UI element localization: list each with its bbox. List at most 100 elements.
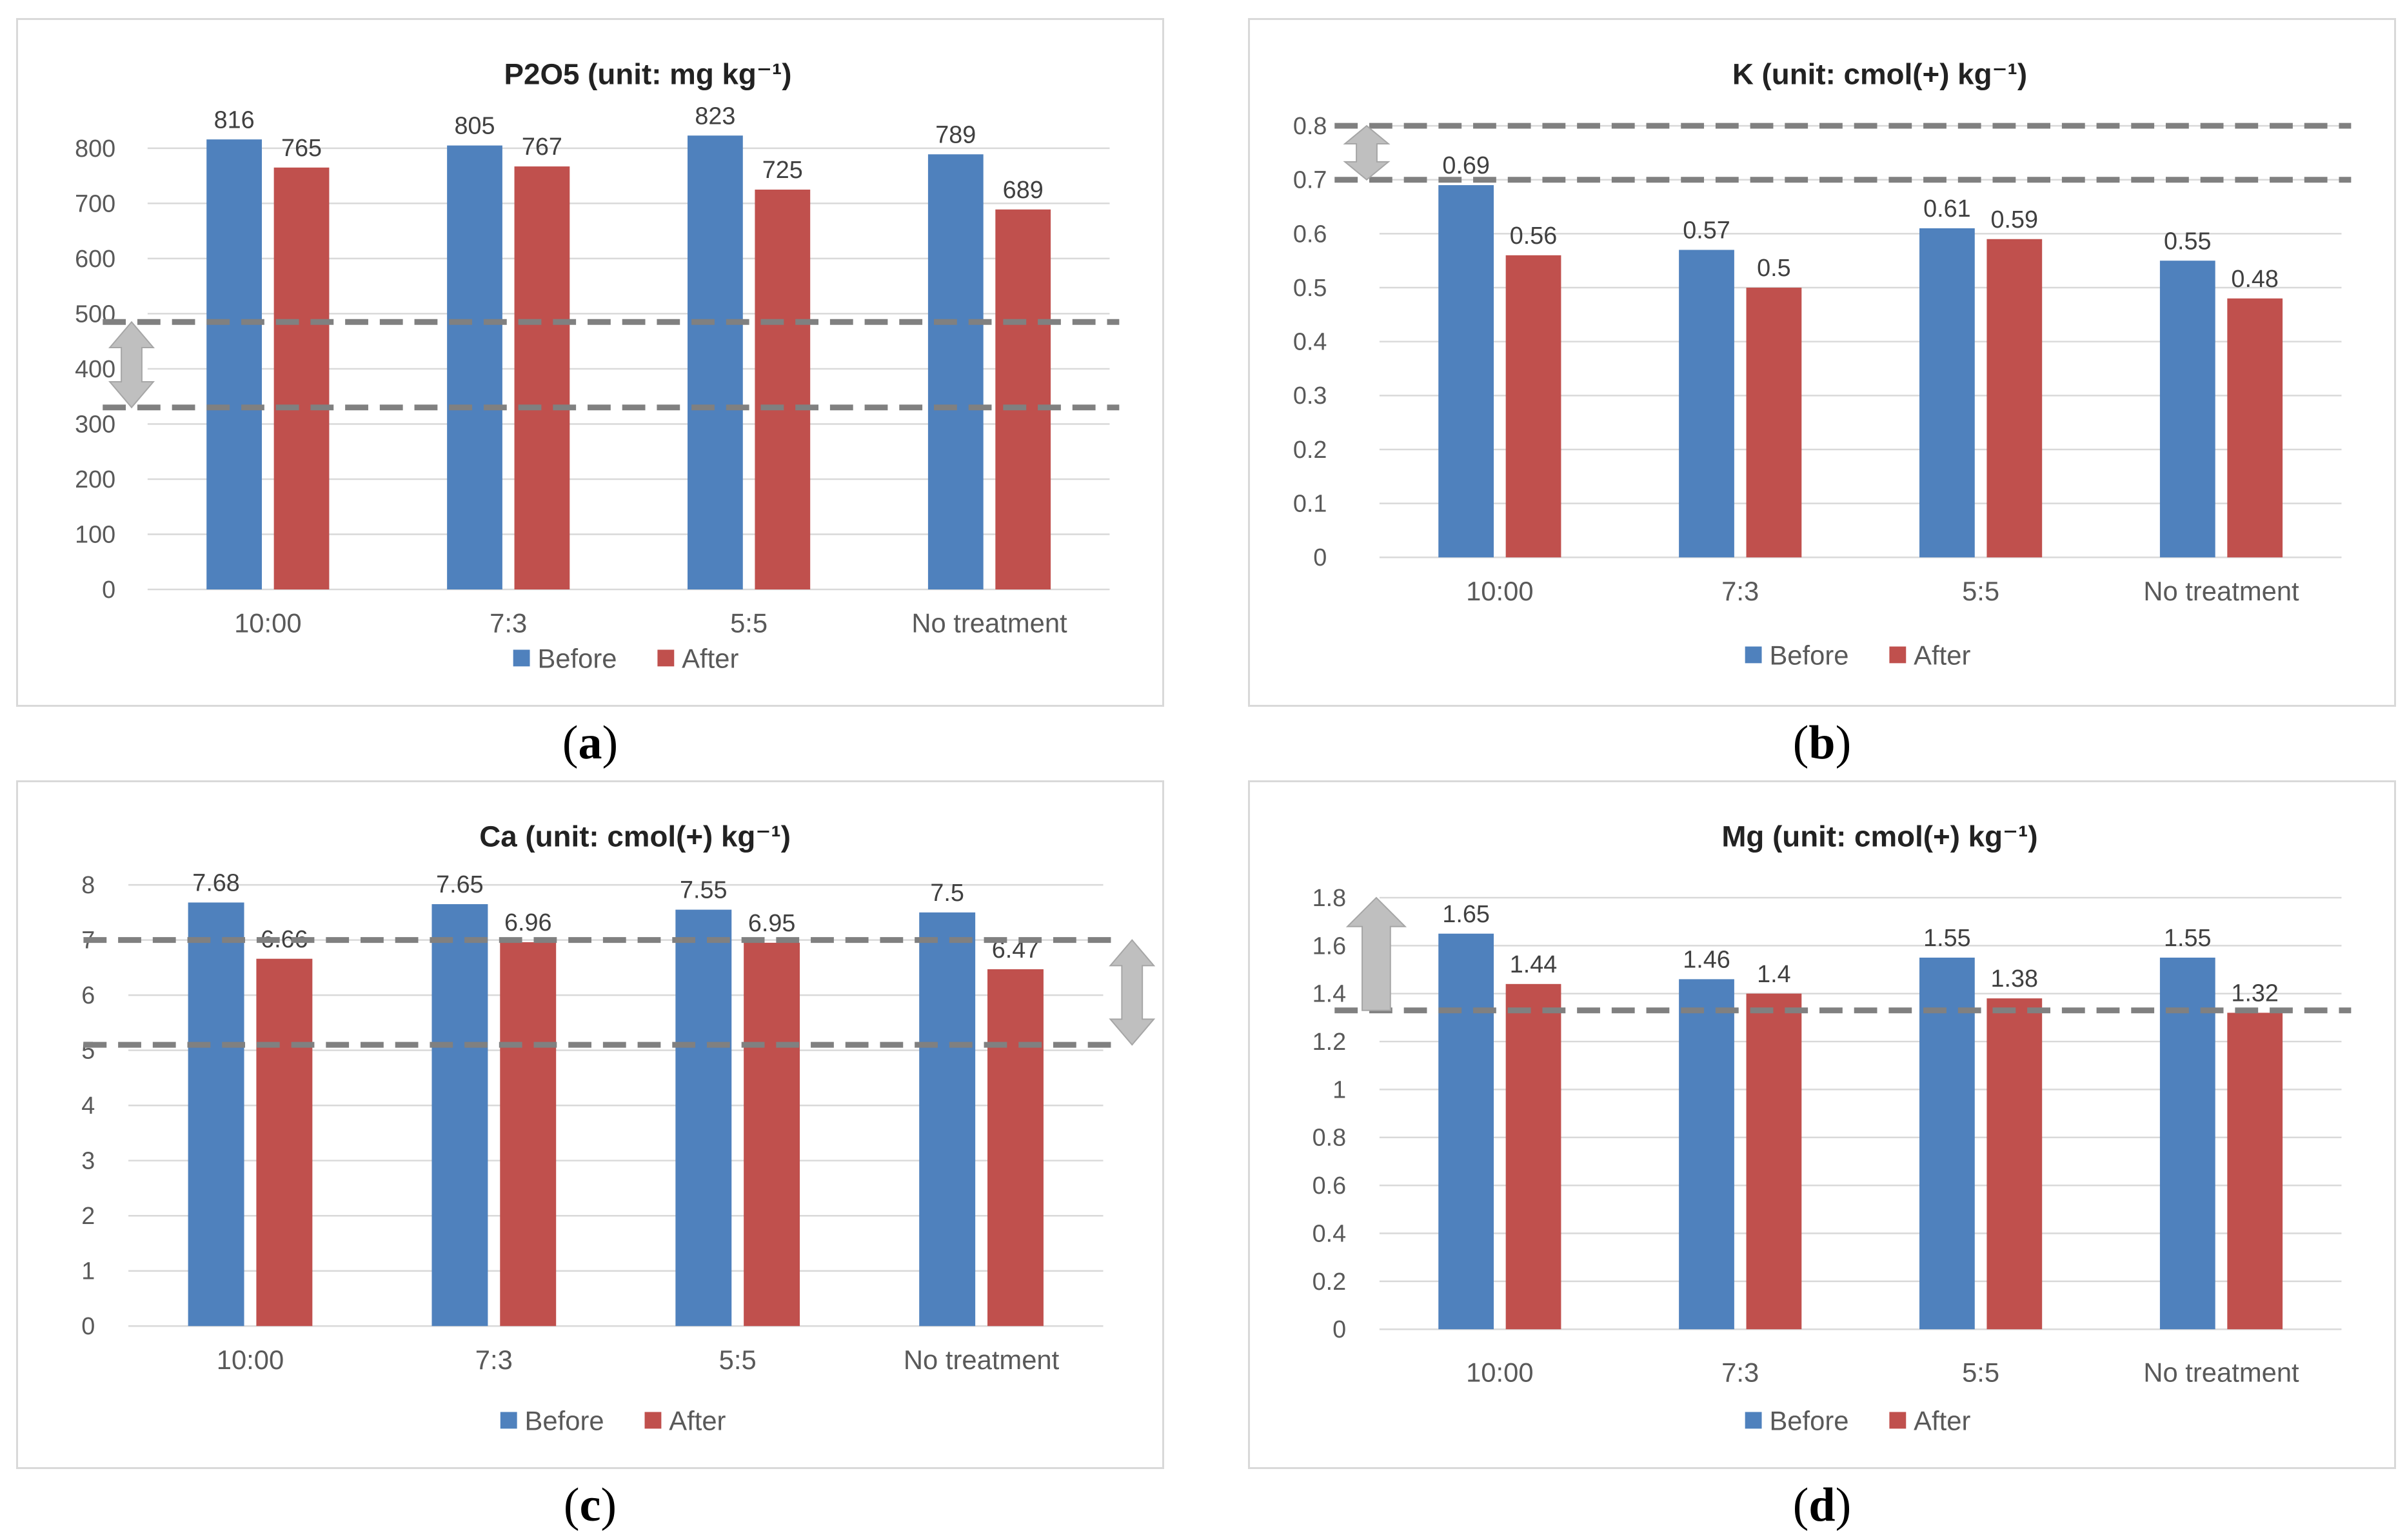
y-tick-label: 1.8	[1312, 885, 1346, 912]
data-label-before: 805	[455, 113, 495, 140]
category-label: 5:5	[719, 1345, 757, 1375]
legend-label-before: Before	[537, 643, 617, 673]
category-label: No treatment	[904, 1345, 1060, 1375]
y-tick-label: 0.4	[1293, 329, 1327, 356]
caption-d: (d)	[1792, 1479, 1852, 1532]
data-label-after: 6.96	[504, 909, 552, 936]
y-tick-label: 300	[75, 411, 115, 438]
y-tick-label: 0.7	[1293, 167, 1327, 194]
y-tick-label: 1.4	[1312, 981, 1346, 1008]
bar-before	[447, 145, 502, 590]
chart-title: K (unit: cmol(+) kg⁻¹)	[1732, 57, 2027, 90]
y-tick-label: 0.8	[1312, 1125, 1346, 1152]
data-label-after: 1.32	[2231, 980, 2279, 1007]
category-label: 7:3	[1721, 1357, 1759, 1388]
y-tick-label: 0	[1313, 544, 1327, 571]
y-tick-label: 1	[1332, 1076, 1346, 1103]
bar-after	[2227, 1012, 2283, 1330]
data-label-after: 1.44	[1510, 951, 1558, 978]
up-arrow-icon	[1345, 896, 1407, 1011]
data-label-before: 823	[695, 103, 735, 130]
category-label: 5:5	[1962, 1357, 1999, 1388]
bar-after	[995, 209, 1051, 590]
data-label-before: 0.69	[1442, 152, 1490, 179]
y-tick-label: 4	[81, 1092, 95, 1120]
chart-svg-d: Mg (unit: cmol(+) kg⁻¹) 0 0.2 0.4 0.6 0.8 1 1.2…	[1312, 820, 2352, 1436]
bar-before	[2159, 957, 2215, 1330]
legend-label-before: Before	[1769, 640, 1848, 670]
data-label-before: 7.55	[680, 877, 728, 904]
caption-a: (a)	[562, 716, 619, 769]
bar-after	[1986, 998, 2043, 1330]
y-tick-label: 0	[1332, 1316, 1346, 1343]
data-label-before: 1.55	[1923, 925, 1971, 952]
data-label-after: 0.5	[1757, 255, 1791, 282]
double-arrow-icon	[1343, 124, 1391, 181]
caption-c: (c)	[563, 1479, 617, 1532]
category-label: No treatment	[2143, 1357, 2299, 1388]
legend-swatch-before	[500, 1412, 517, 1429]
y-tick-label: 6	[81, 982, 95, 1009]
legend-swatch-before	[1745, 646, 1762, 664]
bar-before	[431, 904, 488, 1327]
chart-svg-c: Ca (unit: cmol(+) kg⁻¹)0123456787.686.66…	[81, 820, 1156, 1436]
y-tick-label: 1.2	[1312, 1029, 1346, 1056]
y-tick-label: 0.5	[1293, 275, 1327, 302]
data-label-after: 765	[281, 135, 322, 162]
y-tick-label: 0.2	[1312, 1269, 1346, 1296]
caption-a-letter: a	[578, 716, 602, 769]
legend-label-before: Before	[525, 1405, 604, 1436]
bar-after	[514, 166, 570, 590]
data-label-after: 1.38	[1991, 965, 2039, 992]
y-tick-label: 800	[75, 135, 115, 163]
bar-before	[1679, 979, 1734, 1330]
chart-panel-c: Ca (unit: cmol(+) kg⁻¹)0123456787.686.66…	[16, 780, 1164, 1469]
bar-before	[188, 902, 244, 1327]
caption-b: (b)	[1792, 716, 1852, 769]
double-arrow-icon	[1109, 939, 1156, 1046]
data-label-before: 7.5	[930, 880, 964, 907]
data-label-after: 0.59	[1991, 206, 2039, 233]
category-label: 5:5	[1962, 576, 1999, 606]
data-label-after: 1.4	[1757, 961, 1791, 988]
bar-before	[919, 912, 976, 1327]
category-label: 7:3	[1721, 576, 1759, 606]
y-tick-label: 0.3	[1293, 382, 1327, 410]
data-label-before: 789	[935, 121, 976, 148]
category-label: 10:00	[217, 1345, 284, 1375]
y-tick-label: 700	[75, 190, 115, 217]
bar-after	[1986, 239, 2043, 558]
y-tick-label: 0	[81, 1313, 95, 1340]
data-label-before: 0.57	[1683, 217, 1730, 244]
y-tick-label: 0	[102, 577, 115, 604]
y-tick-label: 2	[81, 1203, 95, 1230]
bar-after	[1505, 983, 1561, 1330]
y-tick-label: 100	[75, 521, 115, 548]
bar-after	[1505, 255, 1561, 558]
legend-label-after: After	[1914, 640, 1970, 670]
bar-after	[1746, 288, 1802, 558]
category-label: 7:3	[490, 608, 527, 638]
category-label: No treatment	[2143, 576, 2299, 606]
bar-before	[2159, 261, 2215, 558]
data-label-after: 767	[522, 133, 562, 161]
bar-after	[500, 942, 557, 1327]
chart-svg-b: K (unit: cmol(+) kg⁻¹) 0 0.1 0.2 0.3 0.4 0.5 0.…	[1293, 57, 2352, 670]
y-tick-label: 0.6	[1293, 221, 1327, 248]
data-label-before: 7.65	[436, 871, 484, 898]
double-arrow-icon	[108, 321, 155, 409]
legend-swatch-after	[657, 649, 675, 667]
y-tick-label: 1	[81, 1258, 95, 1285]
bar-before	[688, 135, 743, 590]
y-tick-label: 400	[75, 356, 115, 383]
y-tick-label: 1.6	[1312, 933, 1346, 960]
data-label-before: 0.55	[2164, 228, 2212, 255]
bar-before	[1679, 250, 1734, 558]
chart-panel-a: P2O5 (unit: mg kg⁻¹) 0 100 200 300 400 500 600 7…	[16, 18, 1164, 707]
chart-svg-a: P2O5 (unit: mg kg⁻¹)01002003004005006007…	[75, 57, 1120, 673]
data-label-before: 1.46	[1683, 946, 1730, 973]
bar-before	[1438, 185, 1494, 558]
category-label: 5:5	[730, 608, 768, 638]
y-tick-label: 0.4	[1312, 1220, 1346, 1247]
bar-before	[675, 909, 732, 1327]
